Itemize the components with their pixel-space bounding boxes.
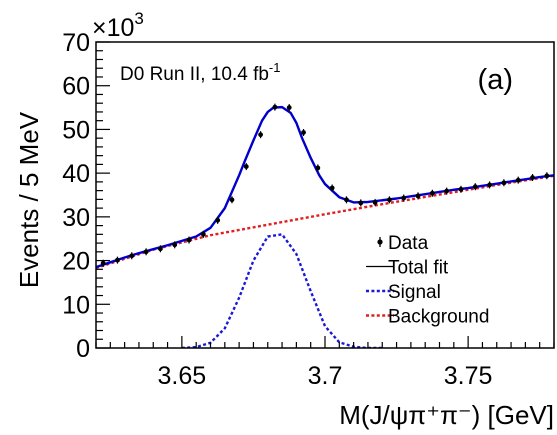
data-point (229, 196, 235, 204)
axis-ticks: 0 10 20 30 40 50 60 70 3.65 3.7 3.75 (62, 29, 555, 390)
background-curve (96, 174, 554, 270)
data-point (530, 174, 535, 182)
y-tick-label: 50 (62, 116, 90, 144)
legend: Data Total fit Signal Background (366, 233, 489, 328)
legend-entry-background: Background (366, 307, 489, 328)
data-point (129, 252, 135, 260)
y-tick-label: 0 (76, 335, 90, 363)
x-tick-label: 3.75 (444, 362, 493, 390)
data-point (301, 128, 306, 136)
y-multiplier: ×103 (92, 9, 144, 42)
data-point (515, 176, 521, 184)
signal-curve (181, 233, 383, 348)
data-point (444, 187, 450, 195)
data-point (272, 103, 278, 111)
data-point (215, 216, 221, 224)
data-point (243, 163, 249, 171)
legend-label: Background (388, 307, 489, 328)
data-point (115, 256, 120, 264)
data-points (100, 103, 550, 267)
y-tick-label: 70 (62, 29, 90, 57)
y-tick-label: 20 (62, 248, 90, 276)
data-point (172, 241, 178, 249)
data-point (458, 185, 464, 193)
x-tick-label: 3.7 (308, 362, 343, 390)
total-fit-curve (96, 105, 554, 269)
fit-curves (96, 105, 554, 348)
data-point (143, 248, 149, 256)
data-point (286, 104, 292, 112)
data-point (472, 183, 478, 191)
legend-label: Total fit (388, 258, 449, 279)
legend-label: Signal (388, 282, 441, 303)
x-tick-label: 3.65 (158, 362, 207, 390)
y-tick-label: 40 (62, 160, 90, 188)
data-point (487, 181, 492, 189)
data-point (501, 179, 507, 187)
data-point (186, 236, 192, 244)
y-multiplier-exponent: 3 (134, 9, 143, 28)
data-point (358, 199, 364, 207)
data-point (315, 164, 321, 172)
data-point (372, 198, 378, 206)
data-point (344, 196, 349, 204)
y-tick-label: 30 (62, 204, 90, 232)
annotation-superscript: -1 (269, 60, 281, 75)
annotation-text: D0 Run II, 10.4 fb (120, 64, 269, 85)
y-tick-label: 10 (62, 291, 90, 319)
data-point (415, 192, 421, 200)
panel-label: (a) (478, 64, 513, 96)
legend-entry-data: Data (377, 233, 429, 254)
y-tick-label: 60 (62, 73, 90, 101)
legend-entry-total-fit: Total fit (366, 258, 449, 279)
y-axis-label: Events / 5 MeV (14, 111, 44, 288)
legend-label: Data (388, 233, 429, 254)
data-point (544, 172, 550, 180)
legend-entry-signal: Signal (366, 282, 441, 303)
data-point (429, 189, 435, 197)
data-point (329, 184, 335, 192)
x-axis-label: M(J/ψπ⁺π⁻) [GeV] (339, 400, 554, 430)
data-point (258, 131, 263, 139)
data-point (200, 230, 206, 238)
data-point (158, 245, 163, 253)
data-point (401, 194, 407, 202)
experiment-annotation: D0 Run II, 10.4 fb-1 (120, 60, 280, 85)
data-point (387, 196, 392, 204)
y-multiplier-base: ×10 (92, 14, 134, 42)
